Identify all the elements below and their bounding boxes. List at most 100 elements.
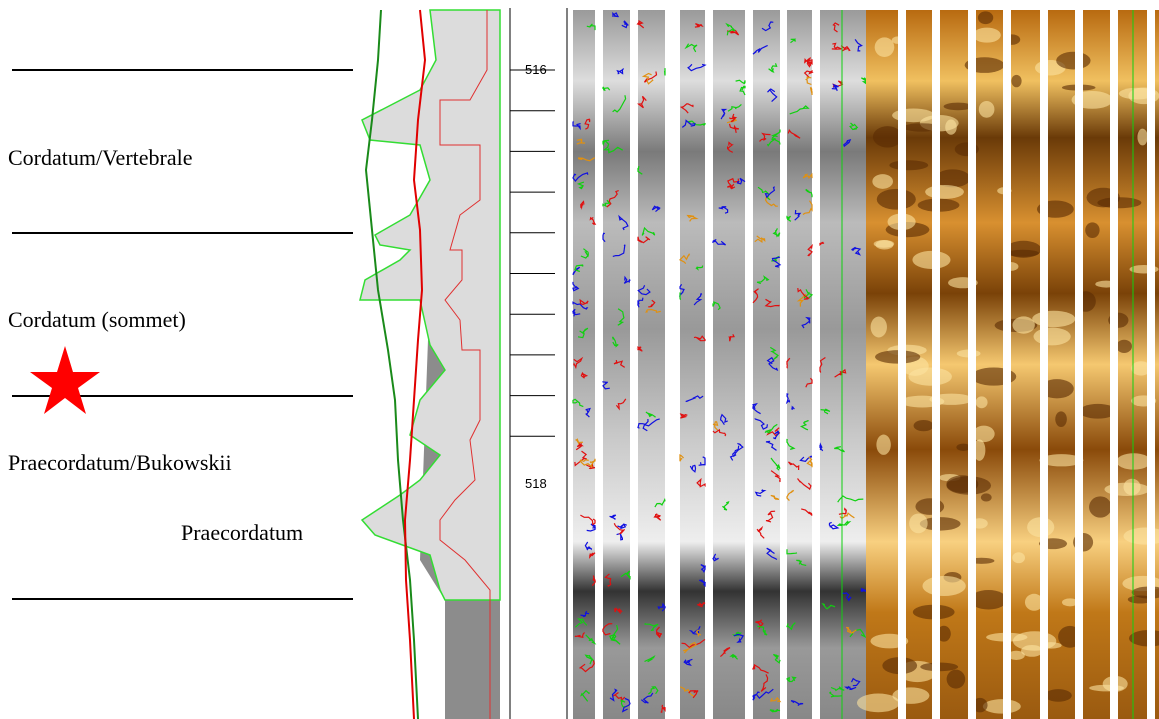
contour bbox=[754, 418, 768, 430]
texture bbox=[1116, 339, 1132, 353]
contour bbox=[636, 346, 643, 352]
contour bbox=[849, 122, 859, 131]
texture bbox=[977, 11, 994, 25]
texture bbox=[1085, 222, 1100, 239]
texture bbox=[874, 37, 895, 57]
contour bbox=[756, 525, 765, 539]
gray-strip bbox=[753, 10, 780, 719]
contour bbox=[589, 216, 597, 226]
contour bbox=[654, 497, 666, 508]
contour bbox=[834, 368, 847, 378]
contour bbox=[735, 79, 746, 85]
contour bbox=[733, 442, 744, 458]
contour bbox=[712, 301, 721, 311]
texture bbox=[1123, 478, 1141, 496]
contour bbox=[850, 677, 861, 687]
contour bbox=[617, 523, 627, 530]
texture bbox=[1007, 650, 1025, 660]
contour bbox=[688, 690, 699, 699]
contour bbox=[693, 293, 703, 306]
contour bbox=[830, 685, 845, 692]
contour bbox=[617, 308, 625, 326]
contour bbox=[770, 457, 781, 471]
contour bbox=[584, 118, 591, 130]
contour bbox=[602, 86, 611, 92]
contour bbox=[687, 63, 707, 72]
depth-label: 518 bbox=[525, 476, 547, 491]
contour bbox=[572, 172, 589, 182]
contour bbox=[821, 602, 836, 610]
contour bbox=[752, 288, 759, 304]
contour bbox=[820, 408, 831, 415]
contour bbox=[802, 200, 813, 216]
contour bbox=[573, 356, 584, 370]
contour bbox=[786, 549, 798, 555]
contour bbox=[580, 514, 596, 526]
contour bbox=[756, 275, 770, 285]
gray-strip bbox=[713, 10, 745, 719]
contour bbox=[585, 634, 597, 645]
contour bbox=[612, 244, 626, 257]
contour bbox=[831, 42, 842, 50]
contour bbox=[684, 43, 698, 53]
contour bbox=[584, 541, 592, 551]
contour bbox=[761, 21, 774, 32]
contour bbox=[603, 146, 624, 154]
contour bbox=[805, 76, 812, 86]
contour bbox=[580, 248, 590, 259]
contour bbox=[588, 552, 596, 560]
contour bbox=[765, 440, 777, 451]
contour bbox=[728, 123, 740, 134]
texture bbox=[972, 697, 988, 713]
gray-strip bbox=[820, 10, 866, 719]
contour bbox=[729, 653, 739, 660]
contour bbox=[584, 654, 595, 665]
gray-strip bbox=[638, 10, 665, 719]
contour bbox=[644, 418, 660, 427]
contour bbox=[752, 694, 757, 701]
contour bbox=[576, 181, 585, 190]
contour bbox=[572, 308, 581, 317]
texture bbox=[945, 119, 957, 135]
contour bbox=[843, 139, 852, 148]
contour bbox=[832, 22, 840, 33]
contour bbox=[621, 19, 629, 29]
texture bbox=[856, 693, 900, 713]
texture bbox=[872, 174, 893, 189]
contour bbox=[755, 688, 774, 699]
contour bbox=[786, 676, 797, 683]
texture bbox=[980, 493, 992, 502]
contour bbox=[644, 623, 659, 632]
texture bbox=[925, 184, 964, 199]
contour bbox=[641, 72, 654, 85]
contour bbox=[772, 653, 781, 664]
gray-strip bbox=[603, 10, 630, 719]
contour bbox=[574, 264, 584, 273]
texture bbox=[875, 240, 894, 250]
contour bbox=[679, 453, 685, 462]
contour bbox=[613, 607, 623, 614]
contour bbox=[637, 236, 651, 244]
contour bbox=[609, 514, 617, 520]
contour bbox=[686, 214, 699, 222]
texture bbox=[870, 316, 887, 338]
log-curve-red bbox=[403, 9, 427, 719]
contour bbox=[572, 281, 580, 292]
contour bbox=[609, 688, 618, 702]
contour bbox=[579, 298, 589, 306]
contour bbox=[803, 70, 814, 78]
contour bbox=[616, 532, 624, 541]
contour bbox=[766, 356, 779, 372]
contour bbox=[645, 308, 661, 314]
contour bbox=[851, 246, 862, 256]
texture bbox=[1033, 327, 1071, 346]
contour bbox=[681, 119, 696, 128]
texture bbox=[912, 250, 951, 269]
texture bbox=[1089, 496, 1112, 518]
contour bbox=[765, 510, 776, 523]
contour bbox=[845, 626, 857, 634]
contour bbox=[797, 288, 810, 300]
contour bbox=[644, 654, 656, 663]
contour bbox=[766, 547, 778, 561]
